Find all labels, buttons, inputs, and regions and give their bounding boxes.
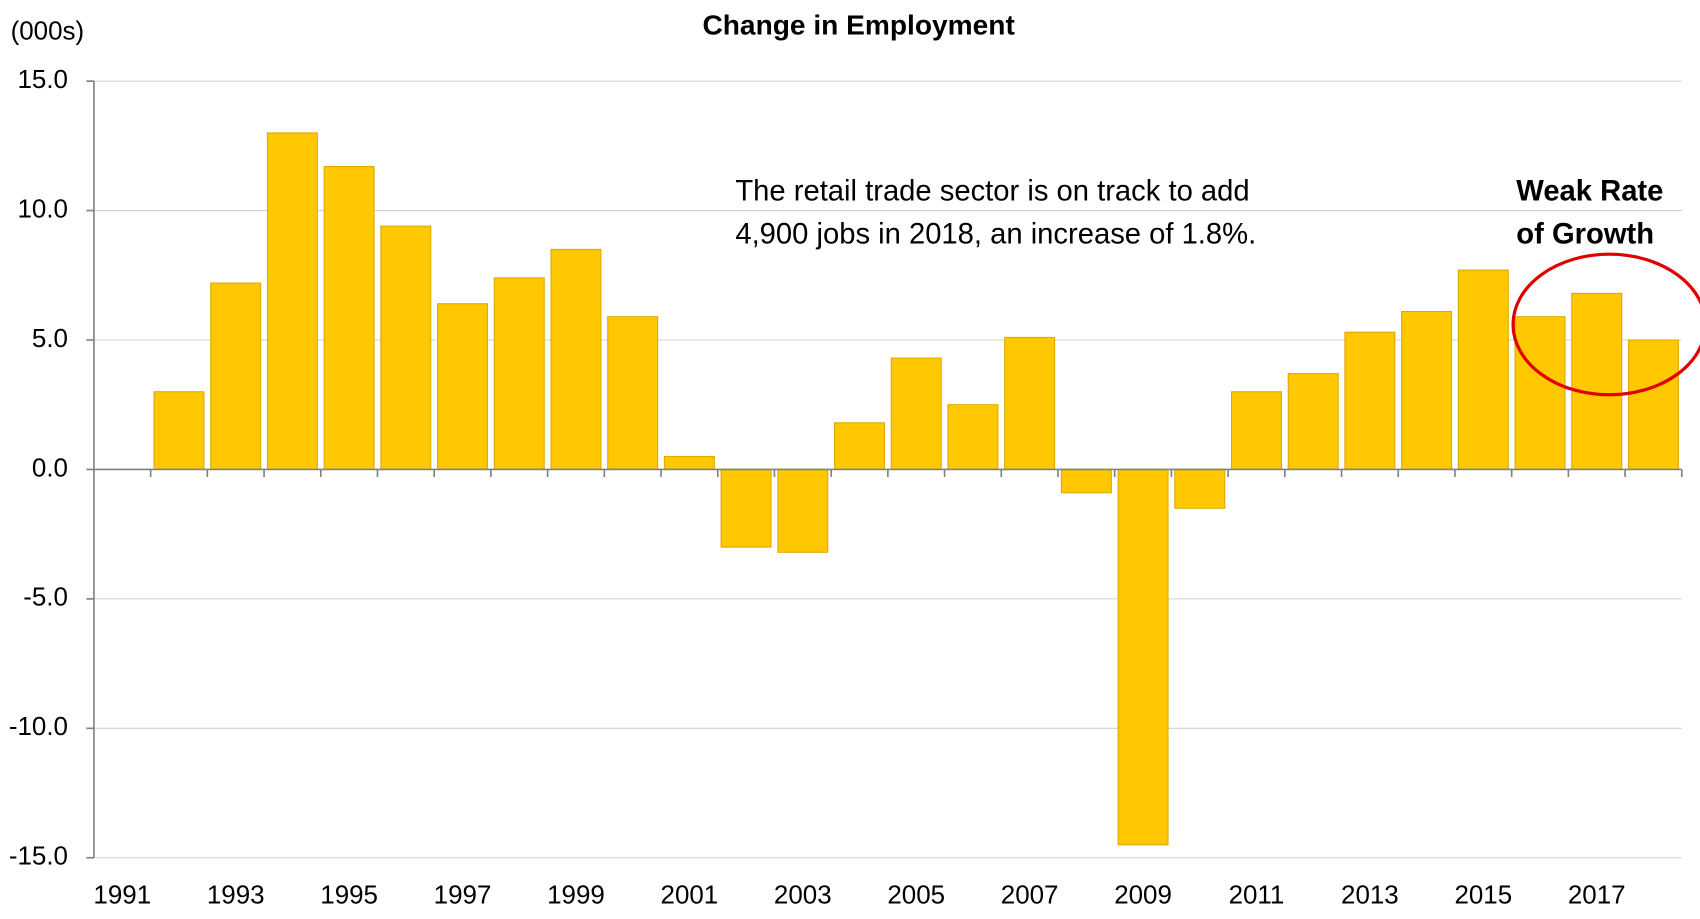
x-tick-label: 2013 (1341, 882, 1399, 910)
bar (1004, 336, 1056, 470)
bar (437, 303, 489, 470)
bar (607, 316, 659, 470)
bar (1344, 331, 1396, 470)
x-tick-label: 1991 (93, 882, 151, 910)
bar (1060, 468, 1112, 494)
x-tick-label: 2009 (1114, 882, 1172, 910)
annotation: The retail trade sector is on track to a… (735, 175, 1249, 207)
x-tick-label: 2015 (1454, 882, 1512, 910)
bar (1230, 391, 1282, 470)
highlight-circle (1511, 252, 1700, 397)
bar (550, 248, 602, 470)
x-tick-label: 1993 (207, 882, 265, 910)
chart-title: Change in Employment (702, 9, 1015, 40)
x-tick-label: 2001 (661, 882, 719, 910)
x-tick-label: 2003 (774, 882, 832, 910)
y-tick-label: -15.0 (9, 843, 68, 871)
y-tick-label: 10.0 (17, 195, 67, 223)
bar (153, 391, 205, 470)
y-axis-label: (000s) (11, 17, 85, 45)
bar (834, 422, 885, 470)
bar (720, 468, 772, 548)
bar (890, 357, 942, 470)
x-tick-label: 2005 (887, 882, 945, 910)
y-tick-label: -10.0 (9, 713, 68, 741)
bar (210, 282, 262, 470)
y-tick-label: 0.0 (32, 454, 68, 482)
bar (323, 166, 375, 470)
annotation: 4,900 jobs in 2018, an increase of 1.8%. (735, 219, 1256, 251)
x-tick-label: 1997 (434, 882, 492, 910)
bar (663, 455, 715, 470)
bar (1117, 468, 1169, 846)
callout: of Growth (1516, 219, 1654, 251)
callout: Weak Rate (1516, 175, 1663, 207)
bar (266, 132, 318, 470)
bar (1514, 316, 1566, 470)
bar (493, 277, 545, 470)
bar (1287, 373, 1339, 470)
bar (1401, 310, 1453, 470)
x-tick-label: 2007 (1001, 882, 1059, 910)
bar (380, 225, 432, 470)
bar (947, 404, 999, 470)
bar (1457, 269, 1509, 470)
x-tick-label: 2017 (1568, 882, 1626, 910)
bar (1627, 339, 1679, 470)
x-tick-label: 1995 (320, 882, 378, 910)
bar (777, 468, 829, 553)
y-tick-label: 15.0 (17, 66, 67, 94)
x-tick-label: 2011 (1229, 882, 1285, 910)
x-tick-label: 1999 (547, 882, 605, 910)
bar (1174, 468, 1226, 509)
bar (1571, 292, 1623, 470)
y-tick-label: -5.0 (23, 584, 68, 612)
y-tick-label: 5.0 (32, 325, 68, 353)
